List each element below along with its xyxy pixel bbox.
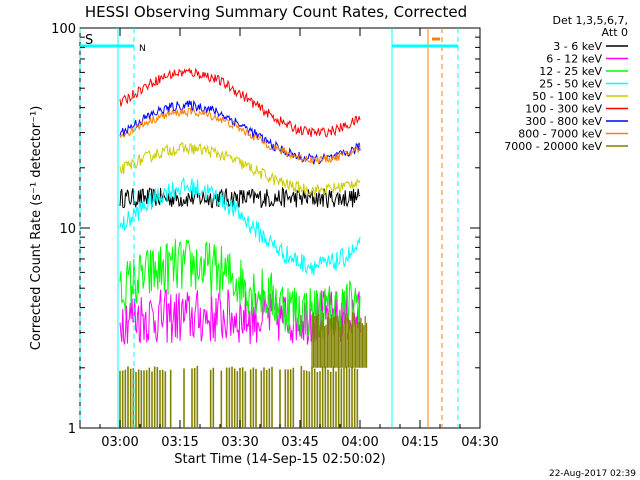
y-axis: 1 10 100 — [51, 22, 480, 437]
legend-label-8: 7000 - 20000 keV — [504, 140, 602, 153]
x-tick-label-5: 04:15 — [401, 435, 438, 450]
series-4 — [119, 142, 361, 196]
y-tick-label-0: 1 — [68, 422, 76, 437]
series-6 — [119, 99, 361, 165]
legend-label-4: 50 - 100 keV — [532, 90, 602, 103]
marker-label-n: N — [139, 44, 146, 54]
legend-label-2: 12 - 25 keV — [539, 65, 602, 78]
series-5-line — [119, 67, 361, 138]
legend-label-7: 800 - 7000 keV — [518, 128, 602, 141]
plot-area: SN — [79, 27, 481, 429]
series-4-line — [119, 142, 361, 196]
x-tick-label-3: 03:45 — [281, 435, 318, 450]
chart-title: HESSI Observing Summary Count Rates, Cor… — [85, 3, 467, 21]
series-2 — [119, 239, 361, 340]
legend-label-0: 3 - 6 keV — [553, 40, 602, 53]
series-8 — [119, 312, 368, 428]
x-tick-label-6: 04:30 — [461, 435, 498, 450]
x-tick-label-1: 03:15 — [161, 435, 198, 450]
y-axis-label: Corrected Count Rate (s⁻¹ detector⁻¹) — [29, 106, 44, 351]
legend-label-6: 300 - 800 keV — [525, 115, 602, 128]
y-tick-label-2: 100 — [51, 22, 76, 37]
legend-label-5: 100 - 300 keV — [525, 103, 602, 116]
legend-header-1: Att 0 — [602, 26, 628, 39]
series-7 — [119, 107, 361, 165]
legend-label-1: 6 - 12 keV — [546, 53, 602, 66]
x-tick-label-2: 03:30 — [221, 435, 258, 450]
series-3 — [119, 177, 361, 276]
x-tick-label-4: 04:00 — [341, 435, 378, 450]
timestamp: 22-Aug-2017 02:39 — [549, 469, 636, 479]
series-5 — [119, 67, 361, 138]
series-7-line — [119, 107, 361, 165]
x-tick-label-0: 03:00 — [101, 435, 138, 450]
legend-label-3: 25 - 50 keV — [539, 78, 602, 91]
series-3-line — [119, 177, 361, 276]
series-2-line — [119, 239, 361, 340]
series-6-line — [119, 99, 361, 165]
legend-header-0: Det 1,3,5,6,7, — [552, 14, 628, 27]
y-tick-label-1: 10 — [59, 222, 76, 237]
x-axis: 03:00 03:15 03:30 03:45 04:00 04:15 04:30 — [79, 28, 499, 450]
x-axis-label: Start Time (14-Sep-15 02:50:02) — [174, 452, 385, 467]
marker-label-s: S — [85, 33, 93, 48]
